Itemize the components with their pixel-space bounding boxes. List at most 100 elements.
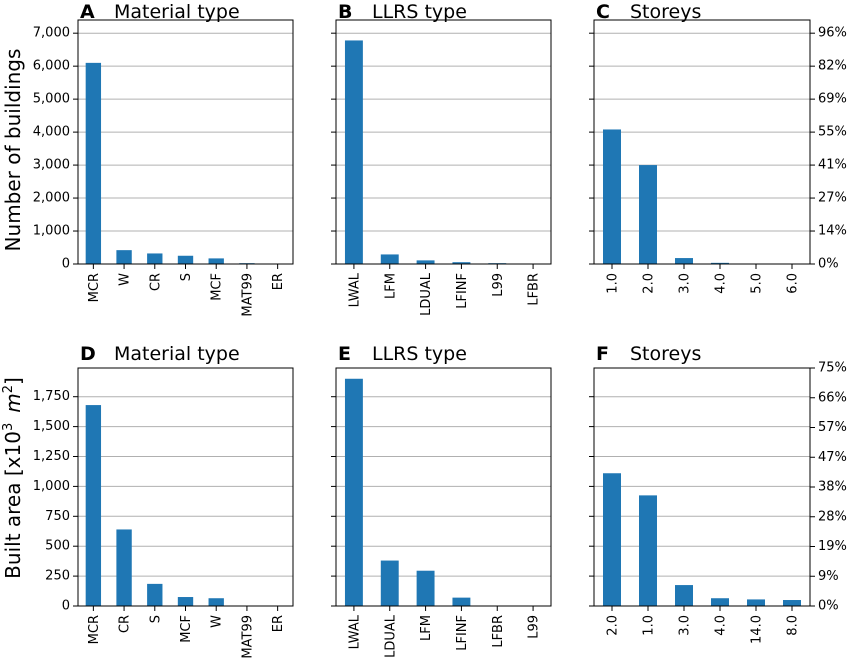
- x-tick-label: ER: [271, 615, 286, 632]
- x-tick-label: MAT99: [240, 273, 255, 317]
- y-tick-label: 1,250: [33, 449, 70, 464]
- y-tick-label-right: 75%: [818, 361, 847, 376]
- x-tick-label: W: [118, 273, 133, 286]
- x-tick-label: LWAL: [347, 272, 362, 307]
- x-tick-label: 6.0: [786, 273, 801, 294]
- x-tick-label: 4.0: [714, 273, 729, 294]
- y-tick-label-right: 9%: [818, 569, 839, 584]
- axes-frame: [77, 367, 294, 607]
- bar: [380, 254, 399, 264]
- bar: [416, 260, 435, 264]
- x-tick-label: L99: [527, 615, 542, 639]
- y-tick-label: 250: [45, 569, 70, 584]
- x-tick-label: MCF: [179, 615, 194, 643]
- panel-letter: A: [80, 1, 95, 23]
- axes-frame: [335, 19, 552, 265]
- y-tick-label: 7,000: [33, 26, 70, 41]
- x-tick-label: LFM: [419, 615, 434, 641]
- x-tick-label: MCR: [87, 273, 102, 302]
- x-tick-label: S: [179, 273, 194, 281]
- y-tick-label-right: 57%: [818, 420, 847, 435]
- ylabel-top: Number of buildings: [1, 49, 25, 252]
- x-tick-label: 2.0: [606, 615, 621, 636]
- y-tick-label-right: 41%: [818, 158, 847, 173]
- ylabel-bottom-exp: 3: [1, 423, 16, 431]
- bar: [147, 583, 163, 606]
- panel-b: LWAL LFM LDUAL LFINF L99 LFBR B LLRS type: [331, 1, 552, 316]
- x-tick-label: LFBR: [491, 615, 506, 648]
- panel-letter: D: [80, 343, 96, 365]
- bar: [747, 599, 765, 606]
- x-tick-label: MAT99: [240, 615, 255, 659]
- bar: [603, 473, 621, 606]
- axes-frame: [77, 19, 294, 265]
- bar: [85, 405, 102, 606]
- x-tick-label: 5.0: [750, 273, 765, 294]
- bar: [603, 129, 621, 264]
- y-tick-label: 2,000: [33, 191, 70, 206]
- panel-title: Storeys: [630, 1, 701, 23]
- panel-title: Material type: [114, 1, 240, 23]
- y-tick-label: 5,000: [33, 92, 70, 107]
- ylabel-bottom-suffix: ]: [1, 377, 25, 385]
- y-tick-label-right: 38%: [818, 480, 847, 495]
- y-tick-label-right: 27%: [818, 191, 847, 206]
- axes-frame: [335, 367, 552, 607]
- bar: [452, 597, 471, 606]
- panel-letter: F: [596, 343, 609, 365]
- x-tick-label: 3.0: [678, 273, 693, 294]
- bar: [675, 258, 693, 264]
- bar: [675, 585, 693, 606]
- bar: [416, 570, 435, 606]
- y-tick-label-right: 28%: [818, 509, 847, 524]
- bar: [147, 253, 163, 264]
- panel-title: LLRS type: [372, 1, 467, 23]
- y-tick-label: 1,500: [33, 419, 70, 434]
- y-tick-label: 0: [62, 599, 70, 614]
- x-tick-label: LDUAL: [383, 614, 398, 658]
- bar: [783, 600, 801, 606]
- bar: [177, 597, 194, 606]
- panels: MCR W CR S MCF MAT99 ER 0 1,000 2,000 3,000 4,000 5,…: [33, 1, 847, 659]
- x-tick-label: 4.0: [714, 615, 729, 636]
- panel-title: LLRS type: [372, 343, 467, 365]
- y-tick-label: 500: [45, 539, 70, 554]
- x-tick-label: 14.0: [750, 615, 765, 644]
- panel-c: 1.0 2.0 3.0 4.0 5.0 6.0 0% 14% 27% 41% 55% 69% 82% 96…: [589, 1, 847, 294]
- bar: [177, 255, 194, 264]
- y-tick-label: 1,000: [33, 479, 70, 494]
- bar: [380, 560, 399, 606]
- y-tick-label: 3,000: [33, 158, 70, 173]
- panel-letter: E: [338, 343, 351, 365]
- panel-letter: B: [338, 1, 352, 23]
- y-tick-label: 1,750: [33, 389, 70, 404]
- y-tick-label-right: 0%: [818, 257, 839, 272]
- y-tick-label-right: 47%: [818, 450, 847, 465]
- bar: [452, 262, 471, 264]
- x-tick-label: CR: [118, 615, 133, 633]
- y-tick-label-right: 69%: [818, 92, 847, 107]
- x-tick-label: MCR: [87, 615, 102, 644]
- x-tick-label: LWAL: [347, 614, 362, 649]
- axes-frame: [593, 367, 811, 607]
- panel-title: Storeys: [630, 343, 701, 365]
- bar: [116, 250, 132, 264]
- y-tick-label-right: 0%: [818, 599, 839, 614]
- x-tick-label: LFINF: [455, 615, 470, 651]
- panel-e: LWAL LDUAL LFM LFINF LFBR L99 E LLRS type: [331, 343, 552, 658]
- axes-frame: [593, 19, 811, 265]
- y-tick-label-right: 14%: [818, 224, 847, 239]
- y-tick-label-right: 55%: [818, 125, 847, 140]
- y-tick-label: 6,000: [33, 59, 70, 74]
- panel-title: Material type: [114, 343, 240, 365]
- ylabel-bottom-prefix: Built area [x10: [1, 431, 25, 579]
- ylabel-bottom: Built area [x103 m2]: [1, 377, 25, 579]
- y-tick-label: 1,000: [33, 224, 70, 239]
- y-tick-label: 4,000: [33, 125, 70, 140]
- bar: [116, 529, 132, 606]
- bar: [344, 40, 363, 265]
- panel-d: MCR CR S MCF W MAT99 ER 0 250 500 750 1,000 1,250 1,5…: [33, 343, 294, 659]
- x-tick-label: 3.0: [678, 615, 693, 636]
- y-tick-label-right: 19%: [818, 539, 847, 554]
